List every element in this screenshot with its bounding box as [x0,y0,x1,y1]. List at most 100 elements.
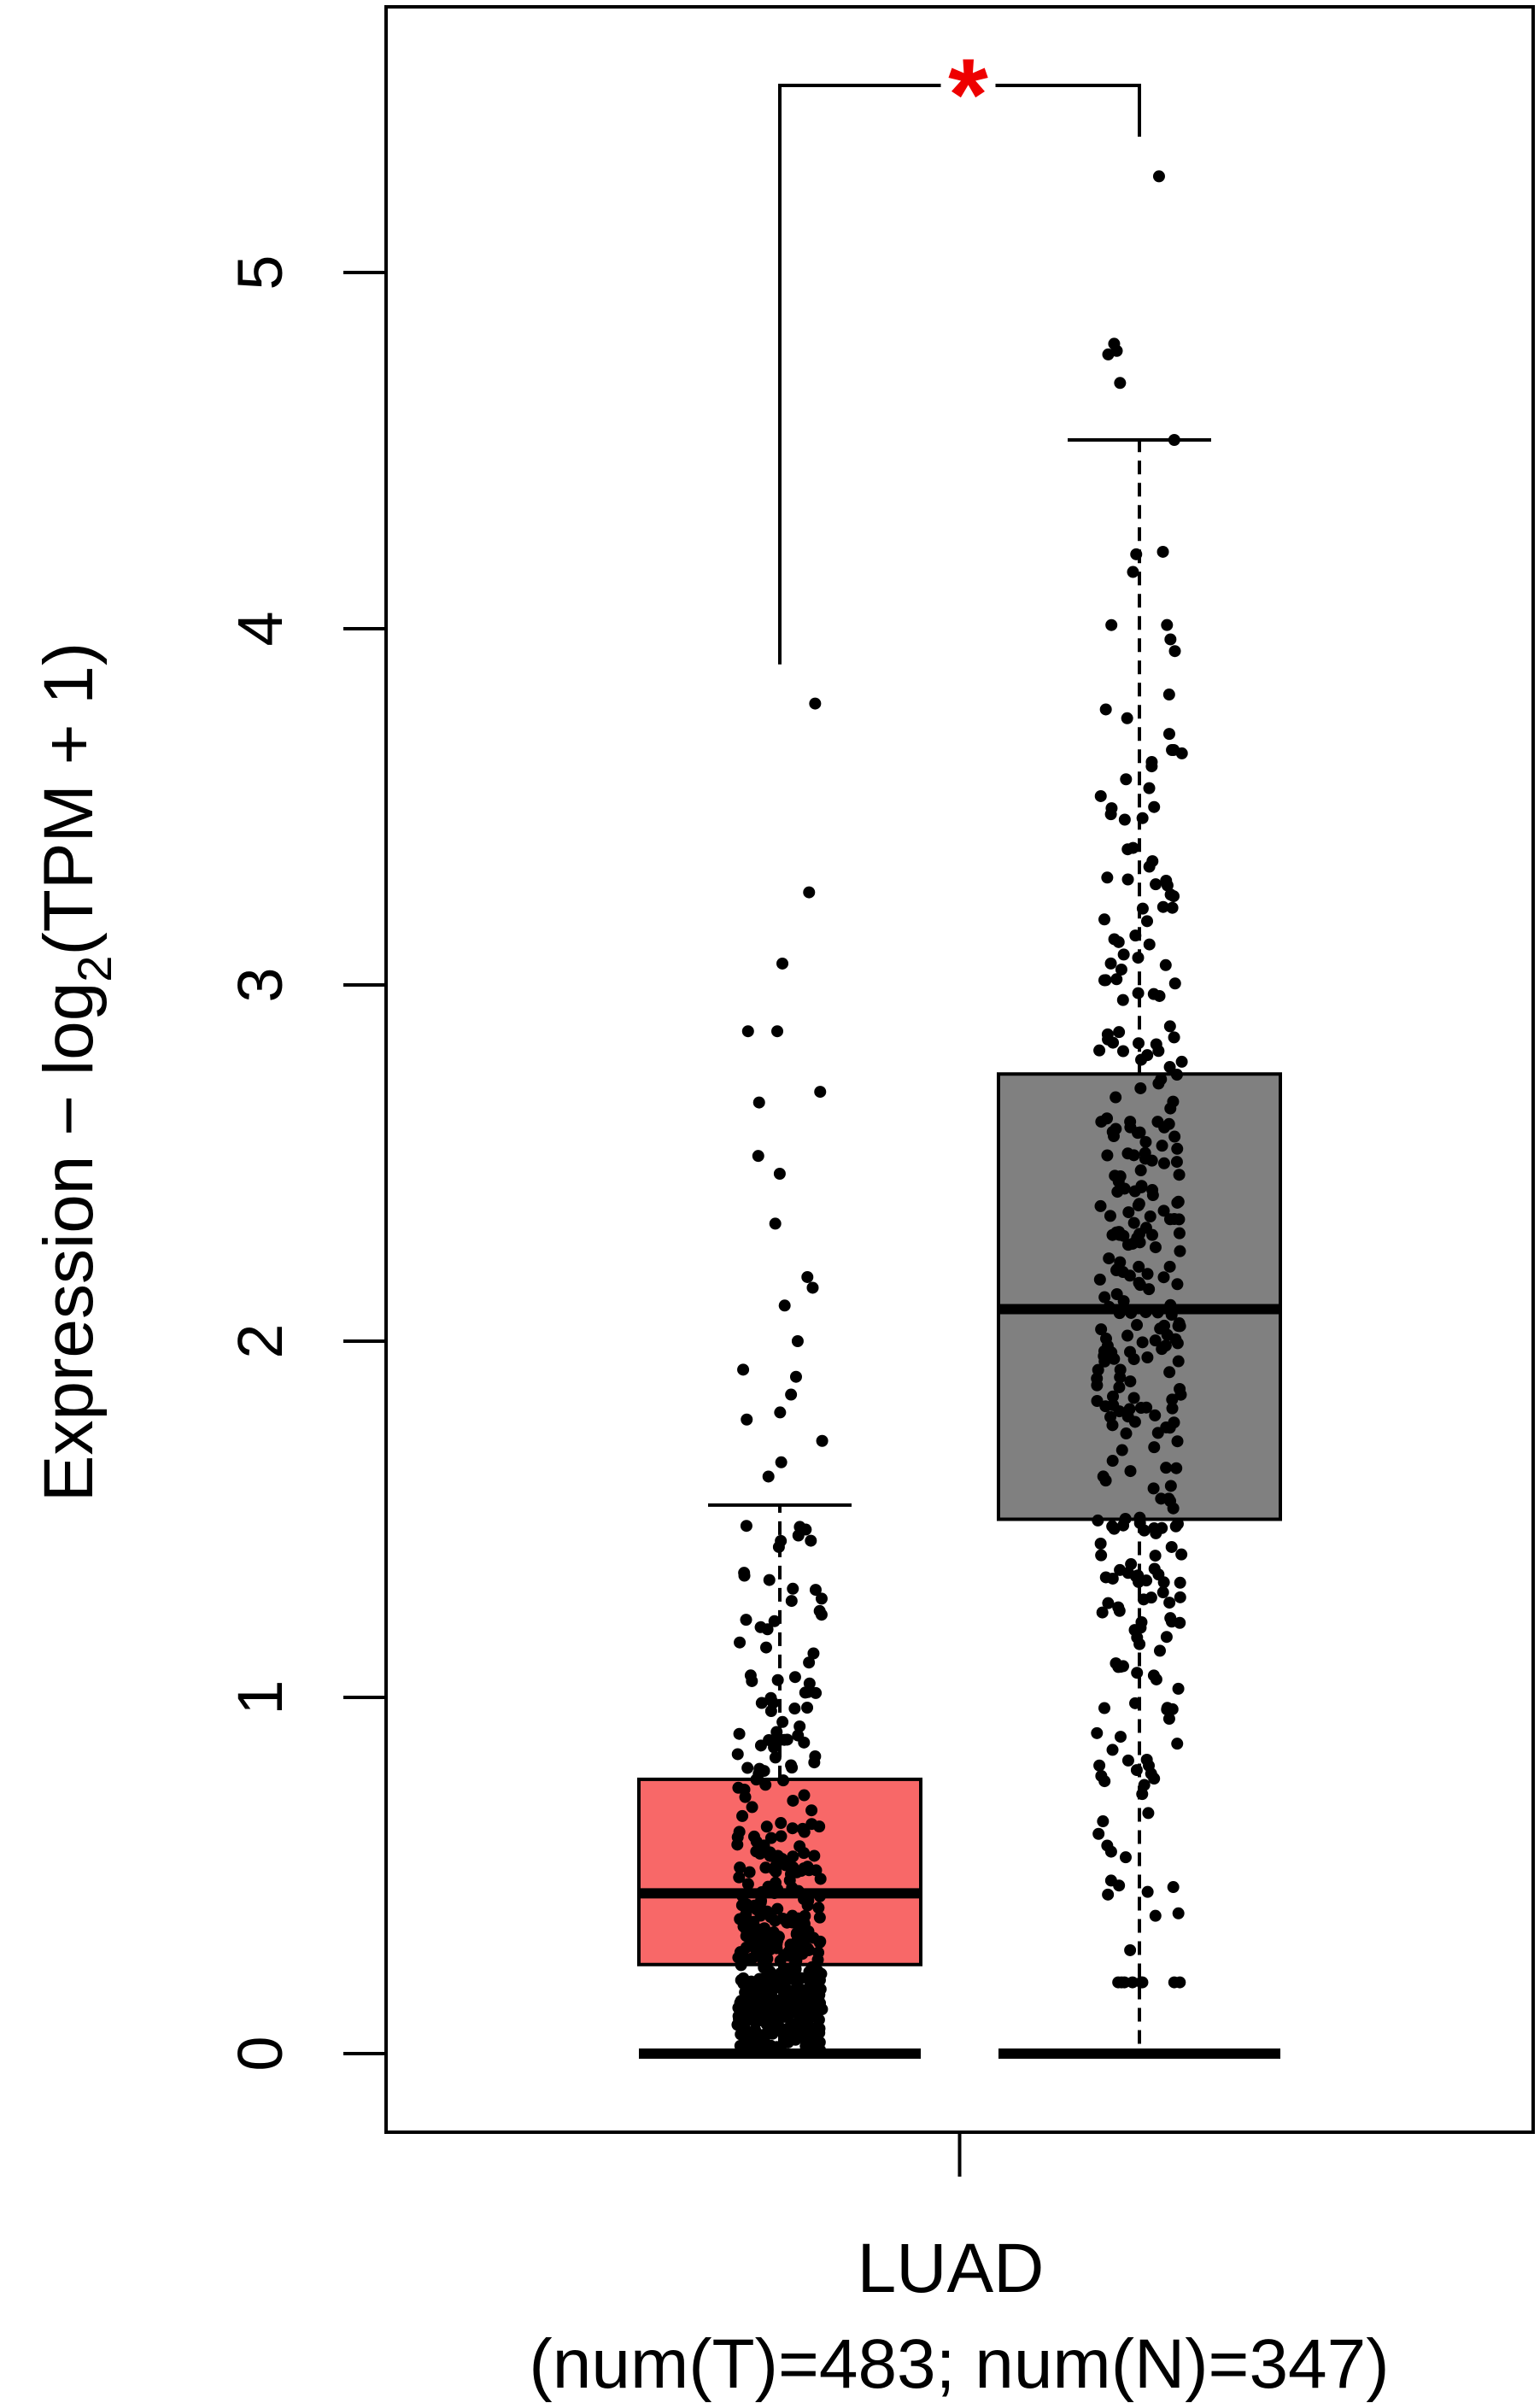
data-point-T [771,1902,784,1915]
data-point-N [1149,1241,1162,1254]
y-tick-label-0: 0 [225,2036,296,2071]
data-point-N [1132,952,1145,964]
data-point-N [1172,1355,1185,1368]
data-point-T [760,2018,773,2031]
data-point-N [1159,1339,1172,1352]
data-point-T [736,1809,749,1822]
y-tick-label-5: 5 [225,255,296,290]
data-point-N [1161,618,1174,631]
data-point-N [1164,888,1177,901]
data-point-T [731,1748,744,1761]
data-point-N [1164,1480,1177,1492]
data-point-N [1148,800,1161,813]
data-point-N [1168,645,1181,658]
data-point-N [1175,1548,1188,1561]
data-point-T [781,1914,793,1927]
y-tick-label-1: 1 [225,1679,296,1714]
data-point-N [1164,633,1177,646]
data-point-N [1114,1256,1127,1269]
outlier-point-T [741,1413,753,1426]
data-point-N [1102,1888,1115,1901]
data-point-N [1161,1328,1174,1341]
data-point-T [784,2007,797,2019]
outlier-point-N [1108,337,1121,350]
data-point-N [1168,1416,1180,1429]
data-point-N [1168,433,1180,446]
data-point-N [1136,1788,1149,1801]
data-point-N [1175,1055,1188,1068]
data-point-N [1105,618,1118,631]
data-point-T [805,1995,817,2007]
data-point-N [1168,977,1181,990]
data-point-T [812,1946,825,1959]
data-point-N [1120,773,1133,786]
outlier-point-T [801,1270,814,1283]
data-point-T [813,1911,826,1924]
data-point-N [1124,1345,1137,1358]
data-point-N [1134,1164,1147,1177]
box-group-N [997,170,1282,2059]
data-point-T [732,1951,745,1964]
data-point-T [808,1756,821,1769]
data-point-N [1141,1885,1154,1898]
data-point-N [1096,1606,1109,1619]
data-point-T [764,1980,777,1993]
data-point-N [1133,1638,1146,1650]
data-point-T [759,1861,772,1874]
data-point-N [1093,1273,1106,1286]
data-point-N [1103,1252,1115,1265]
data-point-N [1157,1271,1170,1284]
plot-frame [384,5,1535,2134]
data-point-N [1097,1815,1110,1828]
data-point-N [1107,1398,1120,1411]
data-point-N [1101,871,1114,884]
data-point-N [1142,1807,1155,1820]
data-point-T [768,2043,781,2056]
data-point-T [799,1686,811,1699]
data-point-N [1152,1568,1165,1581]
data-point-N [1148,1441,1161,1454]
data-point-T [741,1878,754,1890]
data-point-N [1163,1366,1176,1379]
data-point-N [1102,1033,1115,1046]
data-point-T [815,1967,828,1980]
data-point-N [1130,548,1143,560]
data-point-N [1113,1026,1126,1039]
data-point-N [1165,1309,1178,1322]
data-point-T [761,1995,774,2007]
outlier-point-T [741,1025,754,1038]
data-point-N [1106,1744,1119,1756]
bracket-left [778,84,941,665]
y-axis-label: Expression − log2(TPM + 1) [30,642,121,1502]
data-point-N [1124,1375,1137,1388]
data-point-N [1094,1538,1107,1550]
data-point-T [809,1584,822,1597]
data-point-N [1174,1591,1186,1603]
data-point-T [740,1614,752,1626]
x-category-label: LUAD [858,2230,1045,2307]
points-N [1091,170,1188,1989]
data-point-T [738,1569,751,1582]
data-point-T [798,1893,811,1906]
data-point-T [786,1822,799,1835]
data-point-T [788,1972,801,1985]
y-tick-label-4: 4 [225,611,296,646]
data-point-T [805,1966,817,1978]
data-point-N [1113,1604,1126,1617]
data-point-N [1170,1462,1183,1474]
data-point-N [1093,1044,1106,1057]
data-point-N [1114,1371,1127,1384]
data-point-N [1101,1839,1114,1852]
data-point-N [1172,1682,1185,1695]
data-point-T [768,1615,781,1627]
data-point-N [1134,1081,1147,1094]
data-point-T [755,1886,768,1899]
data-point-N [1150,1038,1162,1051]
data-point-N [1101,1339,1114,1352]
data-point-T [787,1794,799,1807]
data-point-T [778,2029,791,2042]
data-point-N [1127,1392,1140,1404]
data-point-N [1152,1077,1165,1090]
data-point-N [1135,1053,1148,1066]
data-point-T [731,1838,744,1851]
